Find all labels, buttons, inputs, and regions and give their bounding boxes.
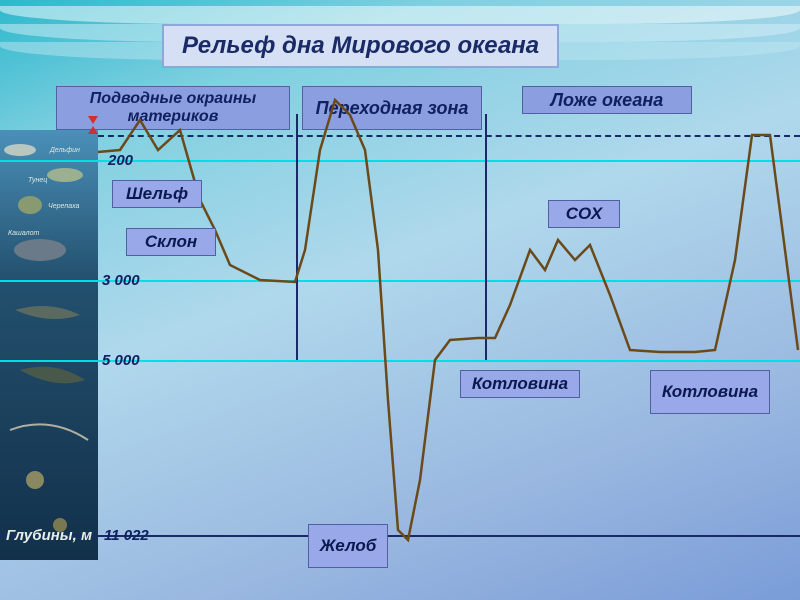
feature-shelf: Шельф [112, 180, 202, 208]
svg-text:Черепаха: Черепаха [48, 203, 80, 210]
depth-tick-5000: 5 000 [102, 352, 140, 369]
depth-tick-11022: 11 022 [104, 527, 149, 544]
arrow-down-icon [88, 116, 98, 124]
arrow-up-icon [88, 126, 98, 134]
svg-text:Дельфин: Дельфин [49, 147, 80, 154]
zone-ocean-bed: Ложе океана [522, 86, 692, 114]
zone-divider-right [485, 114, 487, 360]
feature-slope: Склон [126, 228, 216, 256]
sea-level-line [98, 135, 800, 137]
depth-tick-200: 200 [108, 152, 133, 169]
zone-divider-left [296, 114, 298, 360]
diagram-stage: { "title": { "text": "Рельеф дна Мировог… [0, 0, 800, 600]
page-title: Рельеф дна Мирового океана [162, 24, 559, 68]
feature-basin-1: Котловина [460, 370, 580, 398]
fauna-illustration: Дельфин Тунец Черепаха Кашалот [0, 130, 98, 560]
feature-basin-2: Котловина [650, 370, 770, 414]
fauna-sidebar: Дельфин Тунец Черепаха Кашалот [0, 130, 98, 560]
decor-wave [0, 6, 800, 24]
axis-label-depth: Глубины, м [6, 527, 92, 544]
zone-transition: Переходная зона [302, 86, 482, 130]
feature-trench: Желоб [308, 524, 388, 568]
svg-text:Тунец: Тунец [28, 177, 47, 184]
depth-tick-3000: 3 000 [102, 272, 140, 289]
feature-mid-ocean-ridge: СОХ [548, 200, 620, 228]
svg-text:Кашалот: Кашалот [8, 230, 39, 237]
